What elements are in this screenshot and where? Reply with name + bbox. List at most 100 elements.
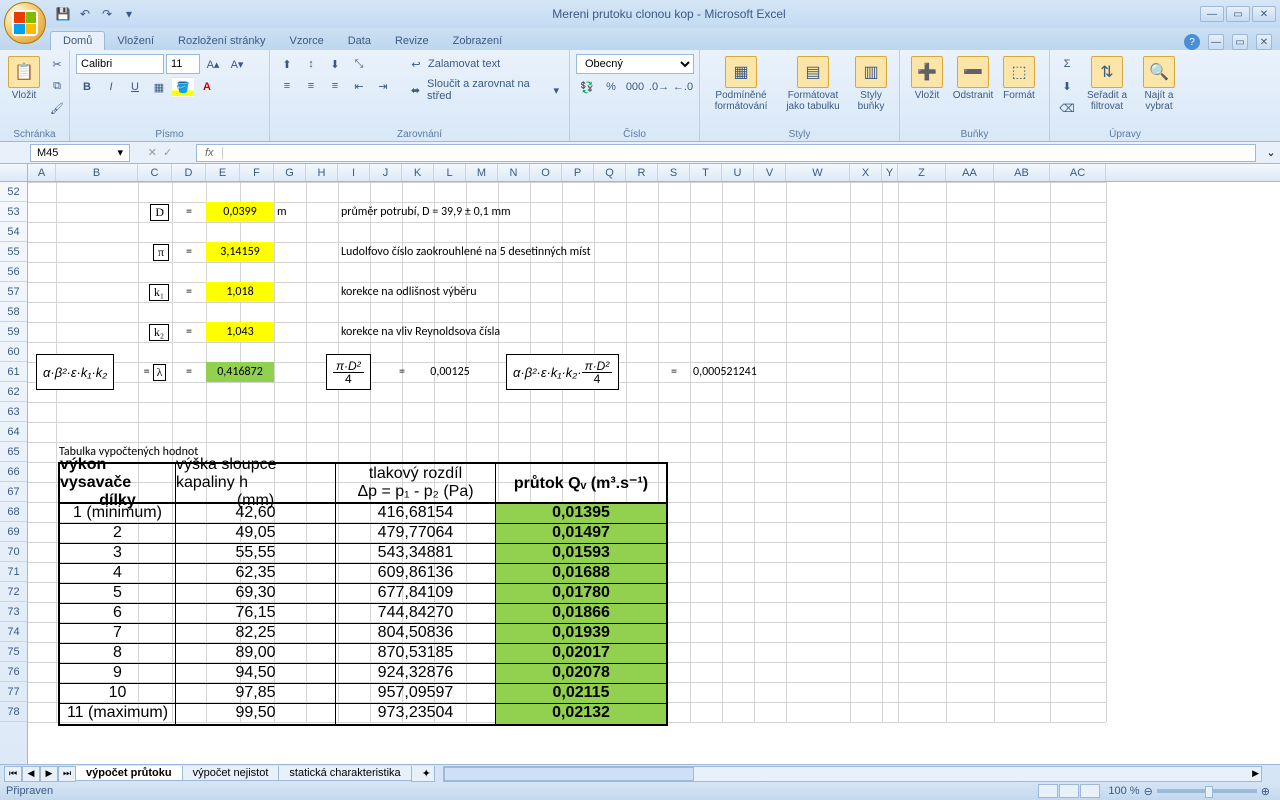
qat-more-icon[interactable]: ▾	[120, 5, 138, 23]
table-row[interactable]: 11 (maximum) 99,50 973,23504 0,02132	[60, 704, 666, 724]
align-top-icon[interactable]: ⬆	[276, 54, 298, 74]
select-all-corner[interactable]	[0, 164, 28, 181]
row-header[interactable]: 66	[0, 462, 27, 482]
format-as-table-button[interactable]: ▤Formátovat jako tabulku	[780, 54, 846, 114]
decrease-decimal-icon[interactable]: ←.0	[672, 77, 694, 97]
copy-icon[interactable]: ⧉	[46, 76, 68, 96]
zoom-slider[interactable]	[1157, 789, 1257, 793]
cell[interactable]: π	[138, 242, 172, 262]
autosum-icon[interactable]: Σ	[1056, 54, 1078, 74]
cell[interactable]: =	[172, 202, 206, 222]
column-header[interactable]: F	[240, 164, 274, 181]
save-icon[interactable]: 💾	[54, 5, 72, 23]
increase-decimal-icon[interactable]: .0→	[648, 77, 670, 97]
column-header[interactable]: O	[530, 164, 562, 181]
cell[interactable]: 0,000521241	[690, 362, 850, 382]
cell[interactable]: 3,14159	[206, 242, 274, 262]
align-middle-icon[interactable]: ↕	[300, 54, 322, 74]
workbook-restore-button[interactable]: ▭	[1232, 34, 1248, 50]
column-header[interactable]: T	[690, 164, 722, 181]
column-header[interactable]: D	[172, 164, 206, 181]
sheet-tab-2[interactable]: výpočet nejistot	[182, 766, 280, 781]
cell[interactable]: k₂	[138, 322, 172, 342]
column-header[interactable]: AC	[1050, 164, 1106, 181]
number-format-select[interactable]: Obecný	[576, 54, 694, 74]
column-header[interactable]: L	[434, 164, 466, 181]
table-row[interactable]: 4 62,35 609,86136 0,01688	[60, 564, 666, 584]
workbook-close-button[interactable]: ✕	[1256, 34, 1272, 50]
table-row[interactable]: 2 49,05 479,77064 0,01497	[60, 524, 666, 544]
table-row[interactable]: 5 69,30 677,84109 0,01780	[60, 584, 666, 604]
row-header[interactable]: 60	[0, 342, 27, 362]
cell[interactable]: 0,00125	[402, 362, 498, 382]
row-header[interactable]: 67	[0, 482, 27, 502]
row-header[interactable]: 78	[0, 702, 27, 722]
column-header[interactable]: P	[562, 164, 594, 181]
cell[interactable]: korekce na odlišnost výběru	[338, 282, 690, 302]
row-header[interactable]: 71	[0, 562, 27, 582]
insert-cells-button[interactable]: ➕Vložit	[906, 54, 948, 103]
clear-icon[interactable]: ⌫	[1056, 98, 1078, 118]
sheet-nav-prev[interactable]: ◀	[22, 766, 40, 782]
column-header[interactable]: S	[658, 164, 690, 181]
row-header[interactable]: 61	[0, 362, 27, 382]
page-layout-view-button[interactable]	[1059, 784, 1079, 798]
table-row[interactable]: 8 89,00 870,53185 0,02017	[60, 644, 666, 664]
minimize-button[interactable]: —	[1200, 6, 1224, 22]
column-header[interactable]: H	[306, 164, 338, 181]
grow-font-icon[interactable]: A▴	[202, 54, 224, 74]
column-header[interactable]: Y	[882, 164, 898, 181]
row-header[interactable]: 54	[0, 222, 27, 242]
column-header[interactable]: U	[722, 164, 754, 181]
row-header[interactable]: 69	[0, 522, 27, 542]
cell[interactable]: m	[274, 202, 306, 222]
page-break-view-button[interactable]	[1080, 784, 1100, 798]
sheet-nav-last[interactable]: ⏭	[58, 766, 76, 782]
shrink-font-icon[interactable]: A▾	[226, 54, 248, 74]
column-header[interactable]: J	[370, 164, 402, 181]
cells-area[interactable]: D=0,0399mprůměr potrubí, D = 39,9 ± 0,1 …	[28, 182, 1280, 764]
format-painter-icon[interactable]: 🖌	[46, 98, 68, 118]
row-header[interactable]: 55	[0, 242, 27, 262]
paste-button[interactable]: 📋Vložit	[6, 54, 42, 103]
close-button[interactable]: ✕	[1252, 6, 1276, 22]
tab-review[interactable]: Revize	[383, 32, 441, 50]
underline-button[interactable]: U	[124, 77, 146, 97]
orientation-icon[interactable]: ⤡	[348, 54, 370, 74]
scroll-thumb[interactable]	[444, 767, 694, 781]
tab-data[interactable]: Data	[336, 32, 383, 50]
indent-increase-icon[interactable]: ⇥	[372, 76, 394, 96]
row-header[interactable]: 64	[0, 422, 27, 442]
cell[interactable]: D	[138, 202, 172, 222]
cell[interactable]: 0,0399	[206, 202, 274, 222]
column-header[interactable]: N	[498, 164, 530, 181]
horizontal-scrollbar[interactable]: ◀ ▶	[443, 766, 1262, 782]
align-right-icon[interactable]: ≡	[324, 76, 346, 96]
row-header[interactable]: 56	[0, 262, 27, 282]
sheet-nav-first[interactable]: ⏮	[4, 766, 22, 782]
cell[interactable]: 1,043	[206, 322, 274, 342]
help-icon[interactable]: ?	[1184, 34, 1200, 50]
row-header[interactable]: 65	[0, 442, 27, 462]
table-row[interactable]: 1 (minimum) 42,60 416,68154 0,01395	[60, 504, 666, 524]
fx-icon[interactable]: fx	[197, 147, 223, 159]
table-row[interactable]: 3 55,55 543,34881 0,01593	[60, 544, 666, 564]
table-row[interactable]: 9 94,50 924,32876 0,02078	[60, 664, 666, 684]
table-row[interactable]: 7 82,25 804,50836 0,01939	[60, 624, 666, 644]
zoom-in-button[interactable]: ⊕	[1261, 785, 1270, 798]
cell[interactable]: =λ	[138, 362, 172, 382]
align-bottom-icon[interactable]: ⬇	[324, 54, 346, 74]
column-header[interactable]: A	[28, 164, 56, 181]
expand-formula-icon[interactable]: ⌄	[1262, 146, 1280, 159]
indent-decrease-icon[interactable]: ⇤	[348, 76, 370, 96]
cell[interactable]: =	[172, 282, 206, 302]
row-header[interactable]: 63	[0, 402, 27, 422]
cell[interactable]: =	[172, 362, 206, 382]
row-header[interactable]: 62	[0, 382, 27, 402]
sheet-tab-3[interactable]: statická charakteristika	[278, 766, 411, 781]
format-cells-button[interactable]: ⬚Formát	[998, 54, 1040, 103]
row-header[interactable]: 75	[0, 642, 27, 662]
column-header[interactable]: C	[138, 164, 172, 181]
row-header[interactable]: 57	[0, 282, 27, 302]
row-header[interactable]: 73	[0, 602, 27, 622]
